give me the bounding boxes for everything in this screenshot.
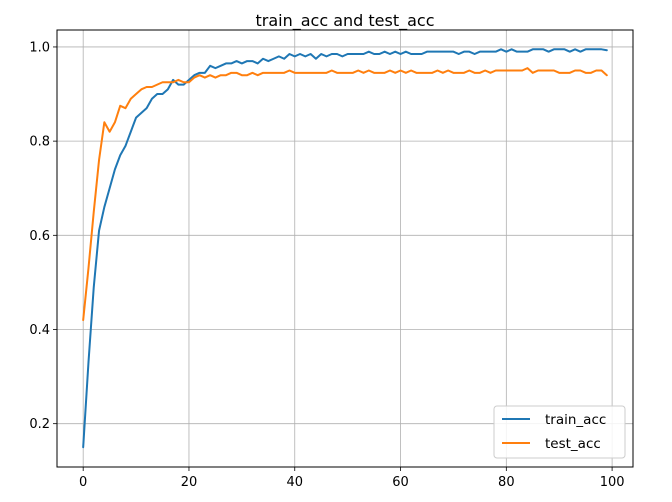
y-tick-label: 0.2 — [29, 417, 50, 432]
y-tick-label: 0.4 — [29, 323, 50, 338]
y-tick-label: 1.0 — [29, 40, 50, 55]
x-tick-label: 20 — [181, 475, 198, 490]
x-tick-label: 100 — [600, 475, 625, 490]
x-tick-label: 60 — [392, 475, 409, 490]
series-line-train-acc — [82, 48, 608, 449]
series-layer — [82, 48, 608, 449]
chart-title: train_acc and test_acc — [255, 11, 434, 31]
x-tick-label: 80 — [498, 475, 515, 490]
legend-label-train-acc: train_acc — [545, 412, 606, 428]
series-line-test-acc — [82, 67, 608, 322]
y-tick-label: 0.8 — [29, 135, 50, 150]
legend-label-test-acc: test_acc — [545, 436, 601, 452]
x-tick-label: 40 — [286, 475, 303, 490]
ticks: 0 20 40 60 80 100 0.2 0.4 0.6 0.8 1.0 — [29, 40, 624, 490]
legend: train_acc test_acc — [493, 405, 626, 459]
grid — [57, 30, 633, 467]
plot-frame — [56, 29, 634, 468]
x-tick-label: 0 — [79, 475, 87, 490]
y-tick-label: 0.6 — [29, 229, 50, 244]
